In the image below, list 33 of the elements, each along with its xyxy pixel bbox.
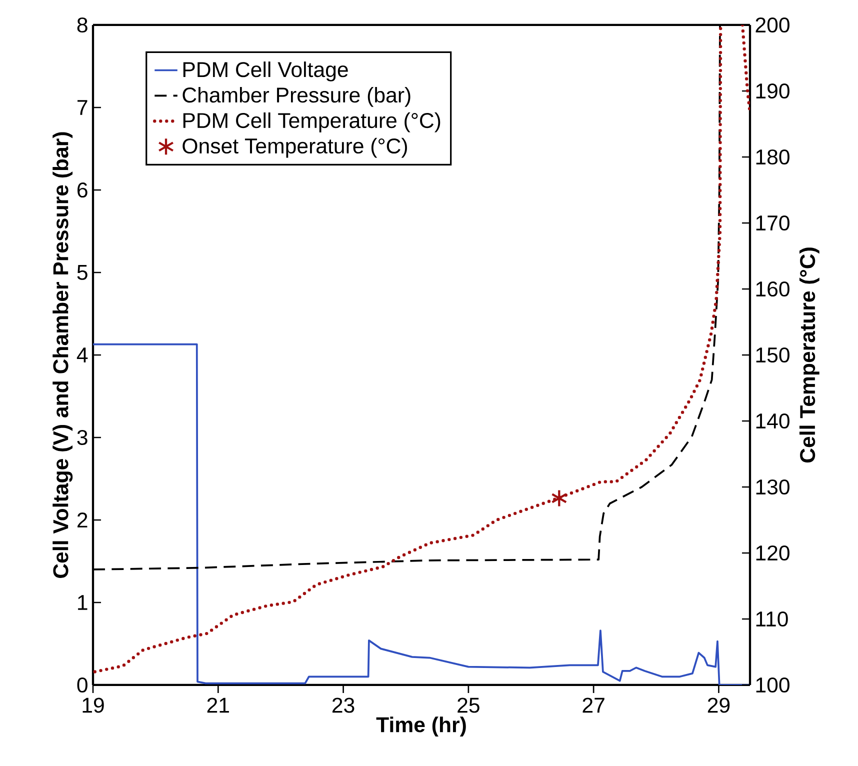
y2-tick-label: 140 <box>756 413 790 429</box>
y-tick-label: 5 <box>77 265 88 280</box>
x-axis-title: Time (hr) <box>376 716 466 737</box>
y2-tick-label: 160 <box>756 281 790 297</box>
legend-label: PDM Cell Temperature (°C) <box>183 112 440 132</box>
y2-tick-label: 120 <box>756 545 790 561</box>
x-tick-label: 21 <box>207 698 229 713</box>
y-tick-label: 0 <box>77 677 88 693</box>
x-tick-label: 27 <box>582 698 604 713</box>
y2-tick-label: 200 <box>756 17 790 33</box>
x-tick-label: 25 <box>458 698 480 713</box>
y2-tick-label: 130 <box>756 479 790 495</box>
y-axis-title: Cell Voltage (V) and Chamber Pressure (bar) <box>52 132 73 578</box>
y-tick-label: 3 <box>77 430 88 446</box>
legend-label: Chamber Pressure (bar) <box>182 86 410 107</box>
x-tick-label: 29 <box>708 698 730 713</box>
y2-tick-label: 100 <box>756 677 790 693</box>
y-tick-label: 7 <box>78 100 88 115</box>
y2-tick-label: 170 <box>756 215 790 231</box>
x-tick-label: 19 <box>82 698 104 713</box>
y-tick-label: 8 <box>77 17 88 33</box>
y-tick-label: 2 <box>77 512 88 528</box>
y2-tick-label: 110 <box>756 611 788 627</box>
y-tick-label: 6 <box>78 182 88 198</box>
legend-label: Onset Temperature (°C) <box>182 138 407 158</box>
y-tick-label: 1 <box>78 595 88 610</box>
legend-label: PDM Cell Voltage <box>183 62 348 82</box>
y2-tick-label: 180 <box>756 149 790 165</box>
y2-tick-label: 150 <box>756 347 790 363</box>
y-tick-label: 4 <box>76 348 88 362</box>
y2-axis-title: Cell Temperature (°C) <box>799 248 820 462</box>
x-tick-label: 23 <box>332 698 354 713</box>
y2-tick-label: 190 <box>756 83 790 99</box>
